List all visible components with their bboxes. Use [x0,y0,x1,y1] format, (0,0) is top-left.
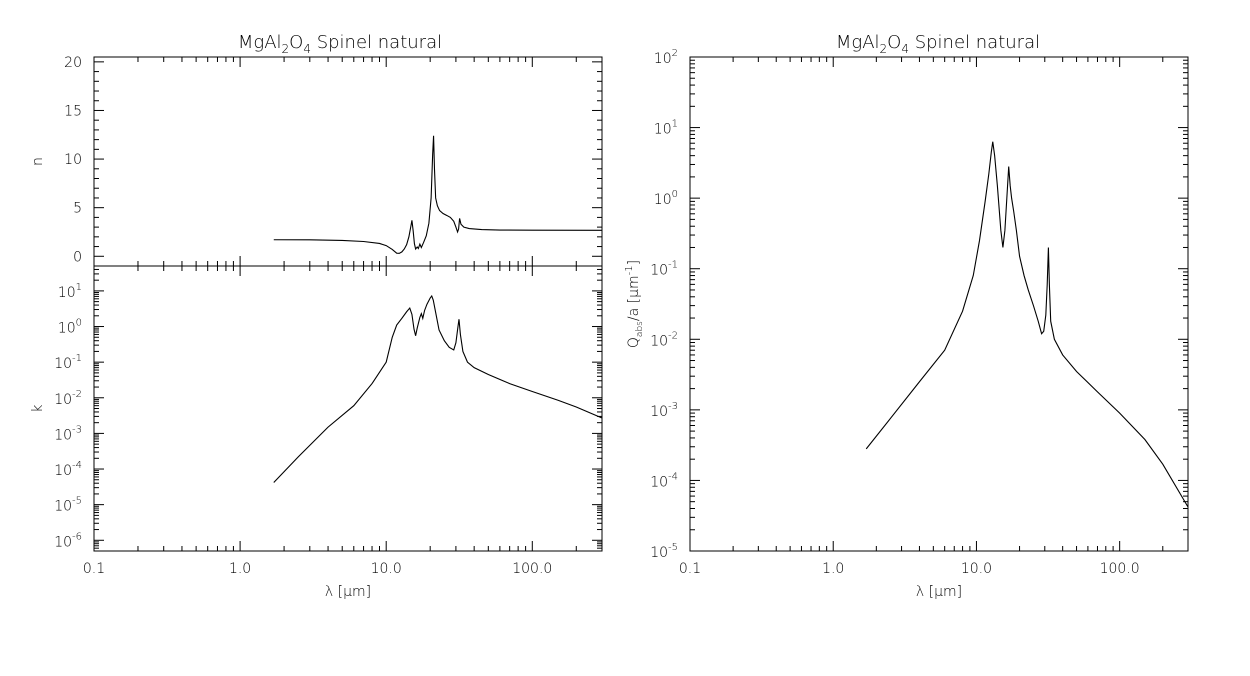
n-y-tick-label: 5 [73,201,82,217]
qabs-y-tick-label: 10-4 [650,471,678,490]
qabs-y-tick-label: 102 [654,48,678,67]
qabs-series-line [865,141,1189,508]
k-panel: 0.1 1.0 10.0 100.0 10-6 10-5 10-4 10-3 10-2 10-1 1… [30,265,603,600]
qabs-y-tick-label: 100 [654,189,678,208]
n-y-tick-label: 20 [64,55,82,71]
n-frame [93,56,603,267]
k-y-tick-label: 10-2 [54,389,82,408]
n-y-tick-label: 10 [64,152,82,168]
qabs-x-tick-label: 100.0 [1100,561,1140,577]
qabs-x-axis-label: λ [μm] [916,584,962,600]
n-y-axis-label: n [30,157,46,166]
qabs-y-tick-label: 101 [654,119,678,138]
right-chart-title: MgAl2O4 Spinel natural [836,32,1040,56]
left-chart-title: MgAl2O4 Spinel natural [238,32,442,56]
k-x-tick-label: 0.1 [83,561,105,577]
k-frame [93,265,603,552]
n-series-line [273,135,603,254]
k-y-tick-label: 10-5 [54,496,82,515]
k-y-tick-label: 101 [58,282,82,301]
k-y-tick-label: 10-6 [54,531,82,550]
qabs-x-tick-label: 10.0 [961,561,992,577]
k-x-tick-label: 100.0 [512,561,552,577]
n-y-tick-label: 0 [73,249,82,265]
qabs-y-tick-label: 10-3 [650,401,678,420]
k-y-tick-label: 10-3 [54,424,82,443]
qabs-y-axis-label: Qabs/a [μm-1] [624,260,645,348]
k-y-tick-label: 10-4 [54,460,82,479]
qabs-frame [689,56,1189,552]
qabs-x-tick-label: 0.1 [679,561,701,577]
qabs-x-tick-label: 1.0 [822,561,844,577]
k-x-axis-label: λ [μm] [325,584,371,600]
k-y-tick-label: 100 [58,318,82,337]
n-y-tick-label: 15 [64,103,82,119]
n-panel: 0 5 10 15 20 n [30,55,603,267]
k-y-axis-label: k [30,404,46,412]
qabs-y-tick-label: 10-5 [650,542,678,561]
k-x-tick-label: 10.0 [371,561,402,577]
qabs-y-tick-label: 10-2 [650,330,678,349]
k-y-tick-label: 10-1 [54,353,82,372]
qabs-y-tick-label: 10-1 [650,260,678,279]
k-series-line [273,294,603,483]
k-x-tick-label: 1.0 [229,561,251,577]
qabs-panel: 0.1 1.0 10.0 100.0 10-5 10-4 10-3 10-2 10-1 100 10… [624,48,1189,600]
